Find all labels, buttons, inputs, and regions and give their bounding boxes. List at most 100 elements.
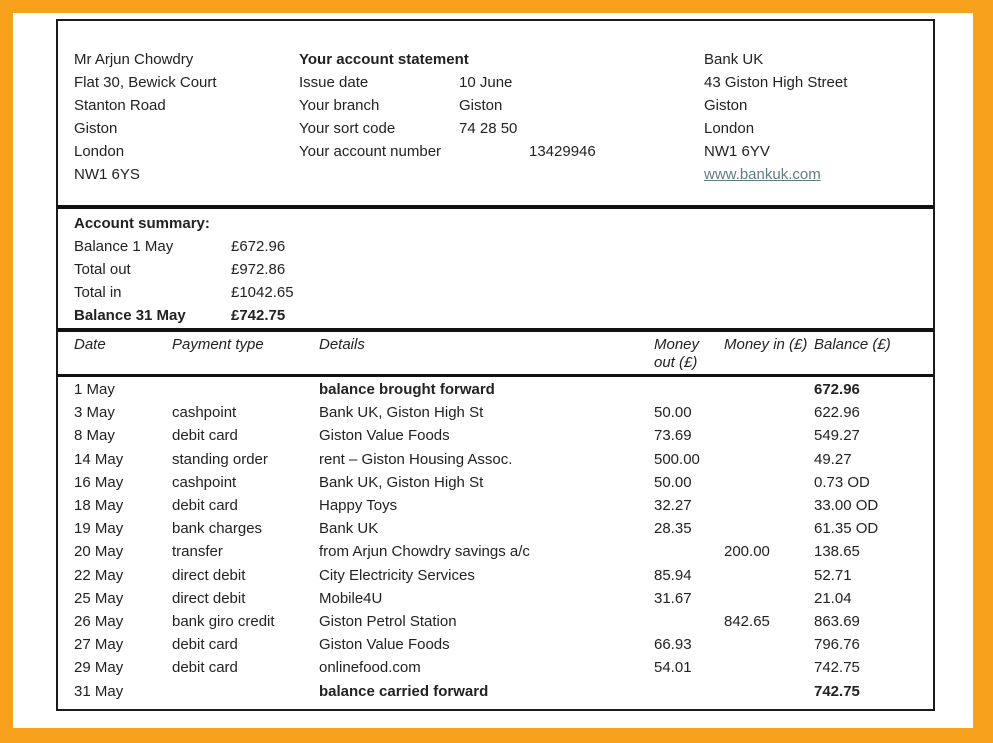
cell-date: 27 May: [74, 636, 124, 654]
bank-address-block: Bank UK 43 Giston High Street Giston Lon…: [704, 48, 917, 186]
summary-value: £742.75: [231, 307, 286, 324]
table-row: 27 May debit card Giston Value Foods 66.…: [58, 633, 933, 656]
summary-row: Total in £1042.65: [74, 281, 917, 304]
cell-date: 22 May: [74, 566, 124, 584]
address-line: 43 Giston High Street: [704, 74, 848, 91]
table-row: 29 May debit card onlinefood.com 54.01 7…: [58, 656, 933, 679]
cell-money-in: [724, 564, 814, 587]
table-row: 1 May balance brought forward 672.96: [58, 378, 933, 401]
cell-money-out: 54.01: [654, 659, 692, 677]
bank-website-link[interactable]: www.bankuk.com: [704, 166, 821, 183]
statement-header: Mr Arjun Chowdry Flat 30, Bewick Court S…: [58, 48, 933, 186]
cell-money-out: 28.35: [654, 520, 692, 538]
cell-balance: 52.71: [814, 566, 852, 584]
cell-balance: 21.04: [814, 589, 852, 607]
statement-field: Your account number 13429946: [299, 140, 704, 163]
address-line: NW1 6YS: [74, 166, 140, 183]
statement-document: Mr Arjun Chowdry Flat 30, Bewick Court S…: [56, 19, 935, 711]
cell-money-in: [724, 424, 814, 447]
cell-money-in: [724, 656, 814, 679]
cell-details: balance carried forward: [319, 682, 489, 700]
cell-date: 29 May: [74, 659, 124, 677]
cell-date: 20 May: [74, 543, 124, 561]
cell-date: 1 May: [74, 381, 115, 398]
account-summary: Account summary: Balance 1 May £672.96 T…: [58, 209, 933, 328]
cell-money-in: 200.00: [724, 543, 770, 561]
column-header: Money out (£): [654, 336, 700, 371]
summary-label: Balance 31 May: [74, 307, 186, 324]
summary-label: Balance 1 May: [74, 238, 174, 255]
cell-payment-type: bank charges: [172, 520, 263, 538]
table-row: 31 May balance carried forward 742.75: [58, 680, 933, 703]
cell-date: 3 May: [74, 404, 115, 422]
cell-details: Bank UK, Giston High St: [319, 473, 484, 491]
address-line: Flat 30, Bewick Court: [74, 74, 217, 91]
cell-date: 19 May: [74, 520, 124, 538]
cell-details: Bank UK: [319, 520, 379, 538]
cell-money-out: 85.94: [654, 566, 692, 584]
summary-row: Balance 1 May £672.96: [74, 235, 917, 258]
field-label: Your branch: [299, 97, 380, 114]
cell-balance: 49.27: [814, 450, 852, 468]
field-value: 13429946: [529, 143, 596, 160]
cell-details: from Arjun Chowdry savings a/c: [319, 543, 530, 561]
summary-value: £1042.65: [231, 284, 294, 301]
cell-balance: 672.96: [814, 381, 860, 398]
transactions-table-body: 1 May balance brought forward 672.96 3 M…: [58, 377, 933, 703]
summary-value: £972.86: [231, 261, 286, 278]
column-header: Payment type: [172, 336, 264, 353]
cell-money-out: [654, 540, 724, 563]
cell-details: Giston Value Foods: [319, 636, 450, 654]
cell-date: 18 May: [74, 497, 124, 515]
cell-money-out: [654, 610, 724, 633]
cell-payment-type: transfer: [172, 543, 223, 561]
cell-details: Giston Value Foods: [319, 427, 450, 445]
table-row: 18 May debit card Happy Toys 32.27 33.00…: [58, 494, 933, 517]
cell-balance: 742.75: [814, 682, 860, 700]
cell-money-out: 500.00: [654, 450, 700, 468]
cell-money-out: 50.00: [654, 473, 692, 491]
cell-details: balance brought forward: [319, 381, 495, 398]
table-row: 14 May standing order rent – Giston Hous…: [58, 448, 933, 471]
cell-money-out: 31.67: [654, 589, 692, 607]
table-row: 16 May cashpoint Bank UK, Giston High St…: [58, 471, 933, 494]
statement-field: Your branch Giston: [299, 94, 704, 117]
cell-balance: 796.76: [814, 636, 860, 654]
summary-label: Total out: [74, 261, 131, 278]
cell-money-out: 50.00: [654, 404, 692, 422]
cell-details: City Electricity Services: [319, 566, 475, 584]
field-value: Giston: [459, 97, 503, 114]
cell-payment-type: direct debit: [172, 589, 246, 607]
cell-details: Bank UK, Giston High St: [319, 404, 484, 422]
cell-details: onlinefood.com: [319, 659, 421, 677]
address-line: Giston: [704, 97, 748, 114]
cell-date: 16 May: [74, 473, 124, 491]
cell-payment-type: bank giro credit: [172, 613, 275, 631]
cell-details: Mobile4U: [319, 589, 383, 607]
statement-field: Issue date 10 June: [299, 71, 704, 94]
cell-details: rent – Giston Housing Assoc.: [319, 450, 513, 468]
cell-money-out: [654, 378, 724, 401]
column-header: Details: [319, 336, 365, 353]
field-label: Your account number: [299, 143, 442, 160]
statement-fields: Issue date 10 June Your branch Giston Yo…: [299, 71, 704, 163]
cell-money-in: [724, 378, 814, 401]
cell-balance: 549.27: [814, 427, 860, 445]
summary-row: Balance 31 May £742.75: [74, 304, 917, 327]
cell-payment-type: debit card: [172, 636, 238, 654]
page-background: Mr Arjun Chowdry Flat 30, Bewick Court S…: [13, 13, 973, 728]
address-line: Bank UK: [704, 51, 764, 68]
cell-money-in: [724, 517, 814, 540]
account-summary-title: Account summary:: [74, 215, 210, 232]
address-line: Mr Arjun Chowdry: [74, 51, 194, 68]
cell-payment-type: standing order: [172, 450, 268, 468]
divider-top: [58, 205, 933, 209]
cell-money-in: [724, 401, 814, 424]
account-summary-rows: Balance 1 May £672.96 Total out £972.86 …: [74, 235, 917, 327]
cell-date: 26 May: [74, 613, 124, 631]
table-row: 25 May direct debit Mobile4U 31.67 21.04: [58, 587, 933, 610]
cell-date: 14 May: [74, 450, 124, 468]
cell-balance: 622.96: [814, 404, 860, 422]
table-row: 19 May bank charges Bank UK 28.35 61.35 …: [58, 517, 933, 540]
cell-money-in: [724, 448, 814, 471]
